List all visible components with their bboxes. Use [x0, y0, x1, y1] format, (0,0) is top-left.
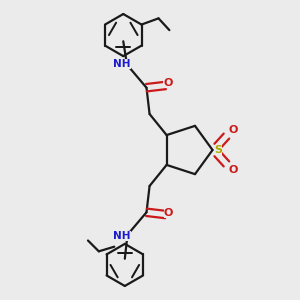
Text: O: O — [163, 78, 173, 88]
Text: O: O — [229, 164, 238, 175]
Text: O: O — [164, 208, 173, 218]
Text: NH: NH — [113, 231, 131, 241]
Text: O: O — [229, 125, 238, 136]
Text: NH: NH — [113, 59, 131, 70]
Text: S: S — [214, 145, 222, 155]
